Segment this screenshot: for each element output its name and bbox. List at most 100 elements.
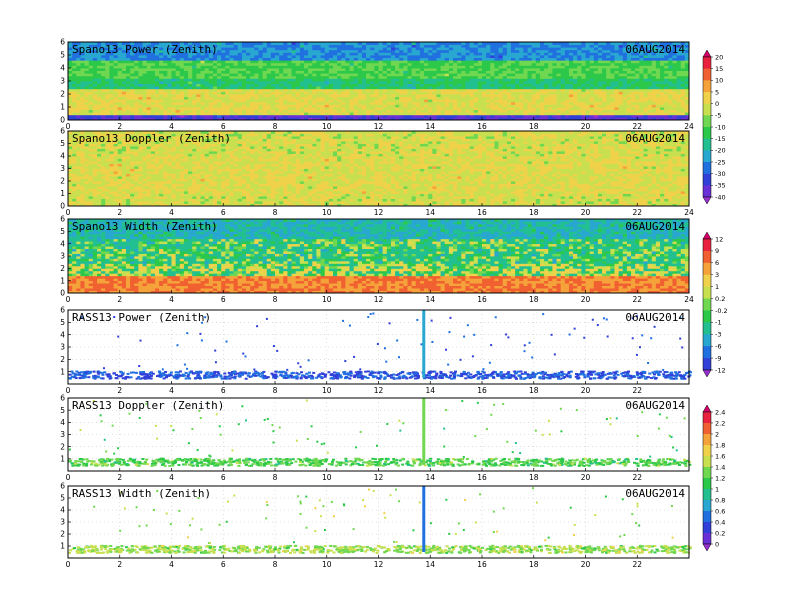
heatmap-cell — [163, 47, 168, 51]
heatmap-cell — [80, 42, 85, 45]
heatmap-cell — [208, 70, 214, 74]
heatmap-cell — [643, 70, 648, 74]
heatmap-cell — [382, 70, 388, 74]
heatmap-cell — [664, 86, 669, 90]
heatmap-cell — [101, 47, 106, 51]
heatmap-cell — [664, 68, 669, 71]
heatmap-cell — [109, 112, 114, 116]
heatmap-cell — [233, 60, 239, 64]
heatmap-cell — [424, 109, 429, 113]
heatmap-cell — [324, 52, 330, 56]
heatmap-cell — [457, 70, 462, 74]
heatmap-cell — [130, 114, 135, 118]
heatmap-cell — [287, 94, 292, 97]
heatmap-cell — [635, 52, 640, 56]
heatmap-cell — [486, 55, 491, 58]
heatmap-cell — [146, 65, 152, 69]
heatmap-cell — [134, 201, 139, 204]
heatmap-cell — [589, 60, 595, 64]
heatmap-cell — [626, 65, 632, 69]
heatmap-cell — [527, 117, 533, 121]
heatmap-cell — [250, 94, 255, 97]
heatmap-cell — [138, 201, 143, 204]
heatmap-cell — [179, 201, 185, 204]
heatmap-cell — [676, 42, 682, 45]
heatmap-cell — [556, 57, 562, 61]
heatmap-cell — [651, 65, 657, 69]
heatmap-cell — [287, 42, 292, 45]
heatmap-cell — [610, 62, 615, 66]
heatmap-cell — [660, 70, 665, 74]
heatmap-cell — [453, 112, 458, 116]
heatmap-cell — [283, 75, 288, 79]
heatmap-cell — [241, 70, 247, 74]
heatmap-cell — [84, 73, 90, 77]
heatmap-cell — [96, 73, 102, 77]
heatmap-cell — [357, 107, 363, 110]
heatmap-cell — [221, 60, 226, 64]
heatmap-cell — [262, 91, 268, 95]
heatmap-cell — [233, 99, 239, 103]
heatmap-cell — [473, 104, 479, 108]
heatmap-cell — [680, 91, 686, 95]
heatmap-cell — [465, 112, 470, 116]
heatmap-cell — [568, 86, 574, 90]
heatmap-cell — [664, 49, 669, 53]
heatmap-cell — [664, 203, 669, 207]
heatmap-cell — [101, 60, 106, 64]
heatmap-cell — [614, 52, 620, 56]
heatmap-cell — [270, 73, 276, 77]
heatmap-cell — [370, 65, 375, 69]
heatmap-cell — [146, 83, 152, 87]
heatmap-cell — [229, 114, 234, 118]
heatmap-cell — [544, 114, 549, 118]
heatmap-cell — [622, 86, 628, 90]
heatmap-cell — [320, 52, 326, 56]
heatmap-cell — [622, 81, 628, 84]
heatmap-cell — [299, 57, 305, 61]
heatmap-cell — [407, 49, 413, 53]
heatmap-cell — [626, 57, 632, 61]
heatmap-cell — [680, 86, 686, 90]
heatmap-cell — [593, 203, 599, 207]
heatmap-cell — [353, 91, 359, 95]
heatmap-cell — [188, 42, 193, 45]
heatmap-cell — [618, 91, 624, 95]
heatmap-cell — [602, 117, 607, 121]
heatmap-cell — [262, 62, 268, 66]
heatmap-cell — [175, 49, 181, 53]
heatmap-cell — [72, 201, 77, 204]
heatmap-cell — [606, 201, 611, 204]
heatmap-cell — [506, 73, 512, 77]
heatmap-cell — [473, 81, 479, 84]
heatmap-cell — [448, 57, 454, 61]
heatmap-cell — [510, 57, 516, 61]
heatmap-cell — [171, 203, 177, 207]
heatmap-cell — [146, 198, 152, 202]
heatmap-cell — [660, 52, 665, 56]
heatmap-cell — [312, 42, 317, 45]
heatmap-cell — [258, 65, 263, 69]
heatmap-cell — [668, 68, 673, 71]
heatmap-cell — [573, 88, 578, 92]
heatmap-cell — [573, 86, 578, 90]
heatmap-cell — [312, 99, 317, 103]
heatmap-cell — [208, 52, 214, 56]
heatmap-cell — [539, 99, 545, 103]
heatmap-cell — [502, 62, 508, 66]
heatmap-cell — [142, 52, 148, 56]
heatmap-cell — [337, 88, 342, 92]
heatmap-cell — [370, 68, 375, 71]
heatmap-cell — [676, 114, 682, 118]
heatmap-cell — [353, 109, 359, 113]
heatmap-cell — [382, 60, 388, 64]
heatmap-cell — [672, 42, 677, 45]
heatmap-cell — [154, 96, 160, 100]
heatmap-cell — [121, 65, 127, 69]
heatmap-cell — [482, 57, 487, 61]
heatmap-cell — [101, 70, 106, 74]
heatmap-cell — [270, 198, 276, 202]
heatmap-cell — [560, 109, 566, 113]
heatmap-cell — [531, 42, 537, 45]
heatmap-cell — [374, 68, 379, 71]
